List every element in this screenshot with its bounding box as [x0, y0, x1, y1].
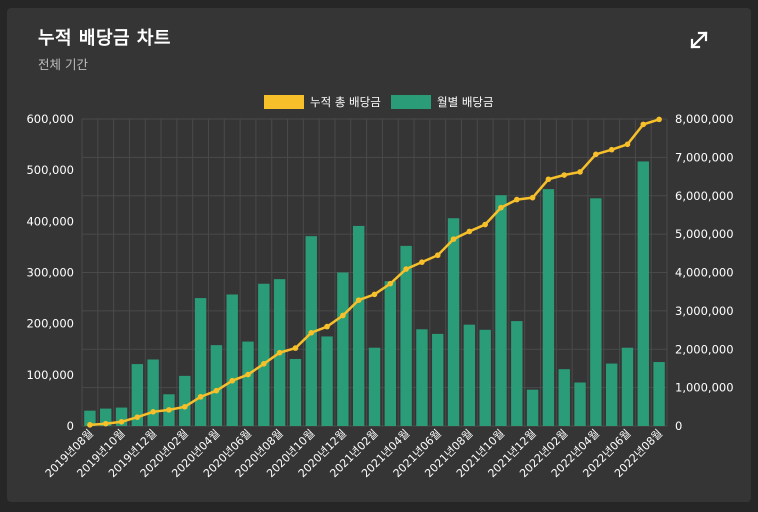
- right-tick-label: 7,000,000: [675, 150, 734, 164]
- monthly-bar: [637, 161, 649, 427]
- card-subtitle: 전체 기간: [38, 57, 88, 72]
- monthly-bar: [100, 408, 112, 426]
- right-tick-label: 4,000,000: [675, 266, 734, 280]
- monthly-bar: [368, 347, 381, 426]
- right-tick-label: 5,000,000: [675, 227, 734, 241]
- cumulative-point: [197, 394, 204, 400]
- monthly-bar: [463, 324, 476, 426]
- cumulative-point: [498, 204, 504, 211]
- monthly-bar: [526, 389, 539, 426]
- left-tick-label: 600,000: [26, 112, 74, 126]
- monthly-bar: [479, 329, 491, 426]
- monthly-bar: [605, 363, 618, 426]
- cumulative-point: [593, 151, 599, 158]
- cumulative-point: [245, 371, 251, 378]
- cumulative-point: [403, 266, 409, 272]
- legend-swatch-cumulative: [264, 95, 304, 109]
- legend-swatch-monthly: [391, 95, 431, 109]
- right-tick-label: 6,000,000: [675, 189, 734, 203]
- cumulative-point: [608, 146, 615, 153]
- cumulative-point: [276, 349, 283, 356]
- monthly-bar: [242, 341, 254, 426]
- cumulative-point: [482, 221, 488, 228]
- monthly-bar: [416, 329, 428, 426]
- cumulative-point: [466, 228, 473, 235]
- cumulative-point: [545, 176, 552, 183]
- expand-icon[interactable]: [687, 28, 711, 52]
- cumulative-point: [371, 291, 378, 298]
- cumulative-point: [529, 194, 536, 201]
- card-title: 누적 배당금 차트: [38, 28, 171, 49]
- cumulative-point: [229, 377, 236, 384]
- monthly-bar: [115, 407, 128, 426]
- monthly-bar: [352, 225, 365, 426]
- monthly-bar: [542, 189, 555, 426]
- cumulative-point: [134, 414, 141, 420]
- cumulative-point: [213, 387, 220, 394]
- right-tick-label: 0: [675, 419, 682, 433]
- cumulative-point: [181, 404, 188, 410]
- monthly-bar: [258, 283, 270, 426]
- cumulative-point: [355, 297, 362, 303]
- cumulative-point: [640, 121, 647, 128]
- left-tick-label: 400,000: [26, 214, 74, 228]
- cumulative-point: [434, 252, 441, 259]
- left-tick-label: 100,000: [26, 368, 74, 382]
- monthly-bar: [447, 218, 460, 426]
- cumulative-point: [419, 259, 425, 265]
- monthly-bar: [84, 410, 96, 426]
- monthly-bar: [653, 362, 665, 426]
- cumulative-point: [324, 323, 330, 330]
- monthly-bar: [147, 359, 159, 426]
- monthly-bar: [289, 358, 302, 426]
- monthly-bar: [210, 345, 223, 426]
- cumulative-point: [340, 312, 346, 319]
- left-tick-label: 300,000: [26, 266, 74, 280]
- right-tick-label: 3,000,000: [675, 304, 734, 318]
- cumulative-point: [118, 418, 125, 425]
- left-tick-label: 500,000: [26, 163, 74, 177]
- monthly-bar: [400, 245, 412, 426]
- legend-label-monthly: 월별 배당금: [437, 95, 494, 109]
- cumulative-point: [292, 345, 299, 351]
- cumulative-point: [308, 329, 315, 336]
- cumulative-point: [87, 422, 93, 428]
- cumulative-point: [102, 420, 109, 427]
- cumulative-point: [150, 409, 156, 415]
- cumulative-point: [513, 196, 520, 203]
- left-tick-label: 0: [67, 419, 74, 433]
- monthly-bar: [621, 347, 634, 426]
- cumulative-point: [624, 141, 631, 148]
- monthly-bar: [337, 272, 349, 426]
- right-tick-label: 1,000,000: [675, 381, 734, 395]
- legend-label-cumulative: 누적 총 배당금: [310, 95, 381, 109]
- monthly-bar: [558, 369, 570, 426]
- monthly-bar: [226, 294, 238, 426]
- monthly-bar: [131, 364, 144, 426]
- monthly-bar: [194, 298, 207, 426]
- monthly-bar: [179, 375, 191, 426]
- cumulative-point: [450, 236, 457, 242]
- cumulative-point: [387, 280, 394, 287]
- monthly-bar: [574, 382, 586, 426]
- monthly-bar: [432, 333, 444, 426]
- right-tick-label: 2,000,000: [675, 342, 734, 356]
- left-tick-label: 200,000: [26, 317, 74, 331]
- monthly-bar: [511, 321, 523, 426]
- cumulative-point: [261, 361, 267, 367]
- right-tick-label: 8,000,000: [675, 112, 734, 126]
- cumulative-point: [577, 169, 583, 175]
- monthly-bar: [495, 195, 507, 426]
- cumulative-point: [166, 407, 172, 413]
- cumulative-point: [561, 172, 568, 178]
- cumulative-point: [656, 116, 662, 123]
- monthly-bar: [321, 336, 333, 426]
- monthly-bar: [384, 281, 397, 426]
- monthly-bar: [590, 198, 602, 426]
